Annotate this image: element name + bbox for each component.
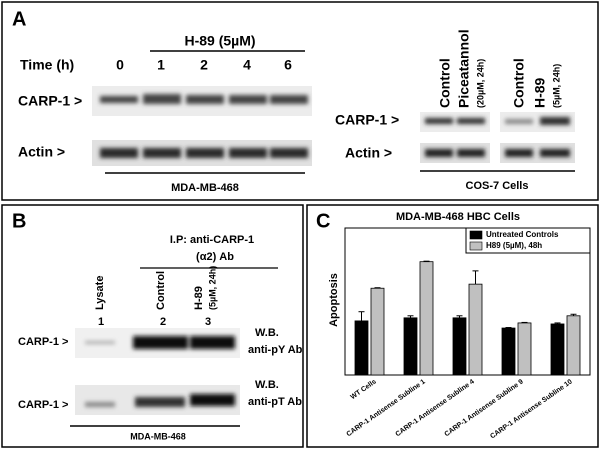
error-bar [374, 287, 381, 289]
cell-line: MDA-MB-468 [130, 431, 186, 441]
bar [550, 323, 565, 376]
panel-c-frame [306, 204, 599, 448]
lane-label: (5µM, 24h) [207, 266, 217, 310]
error-bar [456, 315, 463, 318]
panel-letter: A [12, 8, 26, 30]
error-bar [521, 321, 528, 323]
lane-label: Lysate [94, 276, 106, 310]
blot-label: Actin > [18, 144, 65, 160]
blot-label: CARP-1 > [18, 93, 82, 109]
blot-label: CARP-1 > [18, 336, 68, 348]
time-point: 1 [157, 57, 165, 73]
error-bar [505, 327, 512, 329]
lane-label: Piceatannol [456, 29, 472, 108]
lane-label: H-89 [532, 77, 548, 108]
bar [419, 261, 434, 376]
chart-title: MDA-MB-468 HBC Cells [396, 211, 520, 223]
wb-label: anti-pY Ab [248, 344, 303, 356]
bar [468, 283, 483, 376]
legend-label: Untreated Controls [486, 230, 559, 239]
cell-line: MDA-MB-468 [171, 182, 239, 194]
panel-b-frame [1, 204, 304, 448]
panel-letter: B [12, 210, 26, 232]
lane-number: 2 [160, 316, 166, 328]
bar [452, 317, 467, 376]
blot [420, 112, 575, 163]
error-bar [472, 270, 479, 285]
lane-number: 3 [205, 316, 211, 328]
lane-label: Control [511, 58, 527, 108]
bar [370, 287, 385, 376]
wb-label: anti-pT Ab [248, 396, 302, 408]
time-point: 6 [284, 57, 292, 73]
wb-label: W.B. [255, 327, 279, 339]
lane-label: Control [155, 271, 167, 310]
blot-label: CARP-1 > [335, 112, 399, 128]
blot-label: Actin > [345, 145, 392, 161]
error-bar [407, 315, 414, 318]
legend-swatch [469, 241, 483, 251]
panel-a-frame [1, 1, 599, 201]
legend-box [465, 227, 591, 254]
treatment-label: H-89 (5µM) [184, 33, 255, 49]
lane-label: Control [437, 58, 453, 108]
bar [354, 320, 369, 376]
blot [75, 328, 240, 415]
lane-number: 1 [98, 316, 104, 328]
legend-swatch [469, 230, 483, 240]
error-bar [423, 260, 430, 262]
blot [92, 86, 312, 166]
bar [566, 315, 581, 376]
time-point: 2 [200, 57, 208, 73]
ip-label: (α2) Ab [196, 251, 234, 263]
y-axis-label: Apoptosis [328, 273, 340, 327]
bar [501, 327, 516, 376]
error-bar [358, 311, 365, 321]
bar [517, 322, 532, 376]
lane-label: (20µM, 24h) [475, 59, 485, 108]
legend-label: H89 (5µM), 48h [486, 241, 542, 250]
lane-label: H-89 [193, 286, 205, 310]
time-point: 4 [243, 57, 251, 73]
time-point: 0 [116, 57, 124, 73]
time-label: Time (h) [20, 57, 74, 73]
bar [403, 317, 418, 376]
lane-label: (5µM, 24h) [551, 64, 561, 108]
blot-label: CARP-1 > [18, 399, 68, 411]
error-bar [570, 313, 577, 316]
ip-label: I.P: anti-CARP-1 [170, 234, 254, 246]
cell-line: COS-7 Cells [466, 180, 529, 192]
panel-letter: C [316, 210, 330, 232]
error-bar [554, 322, 561, 324]
wb-label: W.B. [255, 379, 279, 391]
